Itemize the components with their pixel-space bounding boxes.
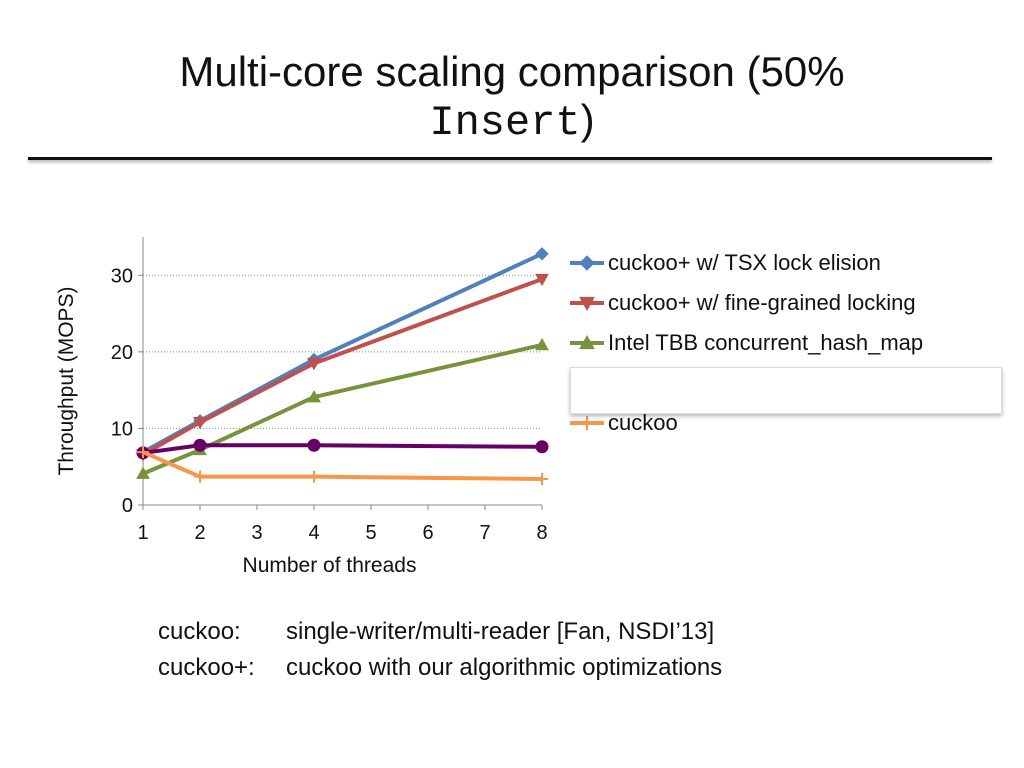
data-point-triangle-up xyxy=(136,466,150,479)
data-point-triangle-down xyxy=(579,296,595,312)
data-point-circle xyxy=(307,438,321,452)
x-tick-label: 6 xyxy=(422,522,433,544)
y-tick-label: 30 xyxy=(111,265,133,287)
legend-item: cuckoo xyxy=(570,406,923,446)
legend-item: Intel TBB concurrent_hash_map xyxy=(570,326,923,366)
legend-swatch xyxy=(570,255,604,271)
data-point-triangle-down xyxy=(307,358,321,371)
data-point-plus xyxy=(137,446,149,459)
legend-swatch xyxy=(570,296,604,312)
data-point-triangle-up xyxy=(535,337,549,351)
data-point-plus xyxy=(580,416,594,430)
data-point-triangle-down xyxy=(193,417,207,430)
data-point-diamond xyxy=(535,247,549,261)
legend-swatch xyxy=(570,416,604,430)
legend-label: cuckoo+ w/ fine-grained locking xyxy=(608,290,916,315)
x-axis-title: Number of threads xyxy=(243,554,417,577)
x-tick-label: 2 xyxy=(194,522,205,544)
legend-swatch xyxy=(570,334,604,350)
legend-label: cuckoo xyxy=(608,410,678,435)
slide-title-line1: Multi-core scaling comparison (50% xyxy=(179,48,845,95)
data-point-triangle-up xyxy=(579,334,595,350)
data-point-circle xyxy=(193,438,207,452)
legend-overlay-box xyxy=(570,367,1002,414)
x-tick-label: 1 xyxy=(137,522,148,544)
y-tick-label: 20 xyxy=(111,342,133,364)
data-point-plus xyxy=(308,470,320,483)
legend-label: cuckoo+ w/ TSX lock elision xyxy=(608,250,881,275)
title-underline xyxy=(28,157,992,160)
data-point-circle xyxy=(535,440,549,454)
x-tick-label: 4 xyxy=(308,522,319,544)
data-point-diamond xyxy=(579,255,595,271)
x-tick-label: 7 xyxy=(479,522,490,544)
slide-title-insert-keyword: Insert xyxy=(429,99,581,147)
y-axis-title: Throughput (MOPS) xyxy=(55,286,78,475)
chart-legend: cuckoo+ w/ TSX lock elision cuckoo+ w/ fi… xyxy=(570,246,923,446)
slide-title: Multi-core scaling comparison (50% Inser… xyxy=(60,48,964,147)
data-point-triangle-down xyxy=(535,273,549,287)
footnote-term: cuckoo+: xyxy=(158,654,255,681)
footnote-text: single-writer/multi-reader [Fan, NSDI’13… xyxy=(286,618,715,645)
footnote-text: cuckoo with our algorithmic optimization… xyxy=(286,654,723,681)
legend-label: Intel TBB concurrent_hash_map xyxy=(608,330,924,355)
x-tick-label: 8 xyxy=(536,522,547,544)
legend-item: cuckoo+ w/ TSX lock elision xyxy=(570,246,923,286)
series-line-4 xyxy=(142,450,543,481)
series-line-1 xyxy=(142,277,543,457)
y-tick-label: 0 xyxy=(122,495,133,517)
footnotes: cuckoo: single-writer/multi-reader [Fan, … xyxy=(158,614,722,686)
series-line-2 xyxy=(142,343,543,476)
data-point-plus xyxy=(536,472,548,485)
x-tick-label: 5 xyxy=(365,522,376,544)
slide-title-close-paren: ) xyxy=(580,96,595,143)
x-tick-label: 3 xyxy=(251,522,262,544)
legend-item: cuckoo+ w/ fine-grained locking xyxy=(570,286,923,326)
data-point-triangle-up xyxy=(307,390,321,403)
y-tick-label: 10 xyxy=(111,418,133,440)
data-point-plus xyxy=(194,470,206,483)
series-line-3 xyxy=(142,443,543,455)
slide-title-line2: Insert) xyxy=(60,96,964,147)
footnote-term: cuckoo: xyxy=(158,618,241,645)
footnote-cuckoo-plus: cuckoo+: cuckoo with our algorithmic opti… xyxy=(158,650,722,686)
footnote-cuckoo: cuckoo: single-writer/multi-reader [Fan, … xyxy=(158,614,722,650)
